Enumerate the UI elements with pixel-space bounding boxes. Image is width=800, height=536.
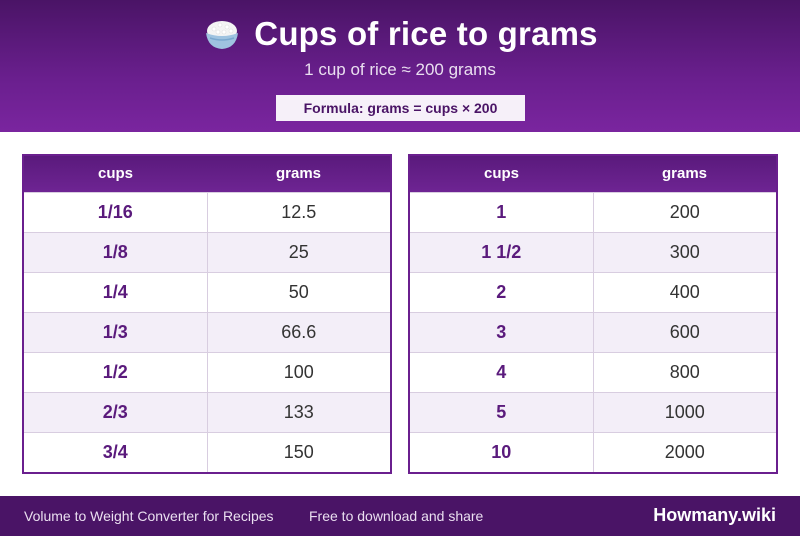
rice-bowl-icon xyxy=(206,21,239,49)
grams-cell: 800 xyxy=(593,351,776,392)
table-row: 1/2 100 xyxy=(24,351,390,392)
cups-cell: 10 xyxy=(410,431,594,472)
cups-cell: 1 1/2 xyxy=(410,231,594,272)
cups-cell: 1 xyxy=(410,191,594,232)
grams-cell: 25 xyxy=(207,231,390,272)
table-row: 1 200 xyxy=(410,191,776,232)
header-banner: Cups of rice to grams 1 cup of rice ≈ 20… xyxy=(0,0,800,132)
table-row: 3 600 xyxy=(410,311,776,352)
table-row: 3/4 150 xyxy=(24,431,390,472)
formula-badge: Formula: grams = cups × 200 xyxy=(276,95,525,121)
cups-cell: 5 xyxy=(410,391,594,432)
column-header-cups: cups xyxy=(24,156,207,192)
grams-cell: 1000 xyxy=(593,391,776,432)
table-row: 1 1/2 300 xyxy=(410,231,776,272)
footer-share-note: Free to download and share xyxy=(309,508,484,524)
grams-cell: 150 xyxy=(207,431,390,472)
grams-cell: 66.6 xyxy=(207,311,390,352)
footer-bar: Volume to Weight Converter for Recipes F… xyxy=(0,496,800,536)
cups-cell: 3 xyxy=(410,311,594,352)
table-row: 1/8 25 xyxy=(24,231,390,272)
cups-cell: 1/16 xyxy=(24,191,208,232)
cups-cell: 2/3 xyxy=(24,391,208,432)
cups-cell: 4 xyxy=(410,351,594,392)
table-row: 1/3 66.6 xyxy=(24,311,390,352)
cups-cell: 1/4 xyxy=(24,271,208,312)
cups-cell: 1/8 xyxy=(24,231,208,272)
table-row: 5 1000 xyxy=(410,391,776,432)
grams-cell: 100 xyxy=(207,351,390,392)
grams-cell: 50 xyxy=(207,271,390,312)
cups-cell: 3/4 xyxy=(24,431,208,472)
table-row: 10 2000 xyxy=(410,431,776,472)
conversion-table-left: cups grams 1/16 12.5 1/8 25 1/4 50 1/3 66.6 … xyxy=(22,154,392,474)
table-row: 1/16 12.5 xyxy=(24,191,390,232)
grams-cell: 300 xyxy=(593,231,776,272)
table-row: 2/3 133 xyxy=(24,391,390,432)
table-row: 2 400 xyxy=(410,271,776,312)
grams-cell: 400 xyxy=(593,271,776,312)
grams-cell: 12.5 xyxy=(207,191,390,232)
grams-cell: 600 xyxy=(593,311,776,352)
grams-cell: 2000 xyxy=(593,431,776,472)
title-row: Cups of rice to grams xyxy=(0,14,800,54)
conversion-table-right: cups grams 1 200 1 1/2 300 2 400 3 600 4 800 … xyxy=(408,154,778,474)
grams-cell: 133 xyxy=(207,391,390,432)
footer-tagline: Volume to Weight Converter for Recipes xyxy=(24,508,274,524)
grams-cell: 200 xyxy=(593,191,776,232)
page-subtitle: 1 cup of rice ≈ 200 grams xyxy=(304,60,496,79)
page-title: Cups of rice to grams xyxy=(254,15,598,52)
column-header-cups: cups xyxy=(410,156,593,192)
brand-link[interactable]: Howmany.wiki xyxy=(653,505,776,525)
cups-cell: 1/3 xyxy=(24,311,208,352)
cups-cell: 2 xyxy=(410,271,594,312)
column-header-grams: grams xyxy=(593,156,776,192)
table-row: 1/4 50 xyxy=(24,271,390,312)
table-row: 4 800 xyxy=(410,351,776,392)
cups-cell: 1/2 xyxy=(24,351,208,392)
column-header-grams: grams xyxy=(207,156,390,192)
